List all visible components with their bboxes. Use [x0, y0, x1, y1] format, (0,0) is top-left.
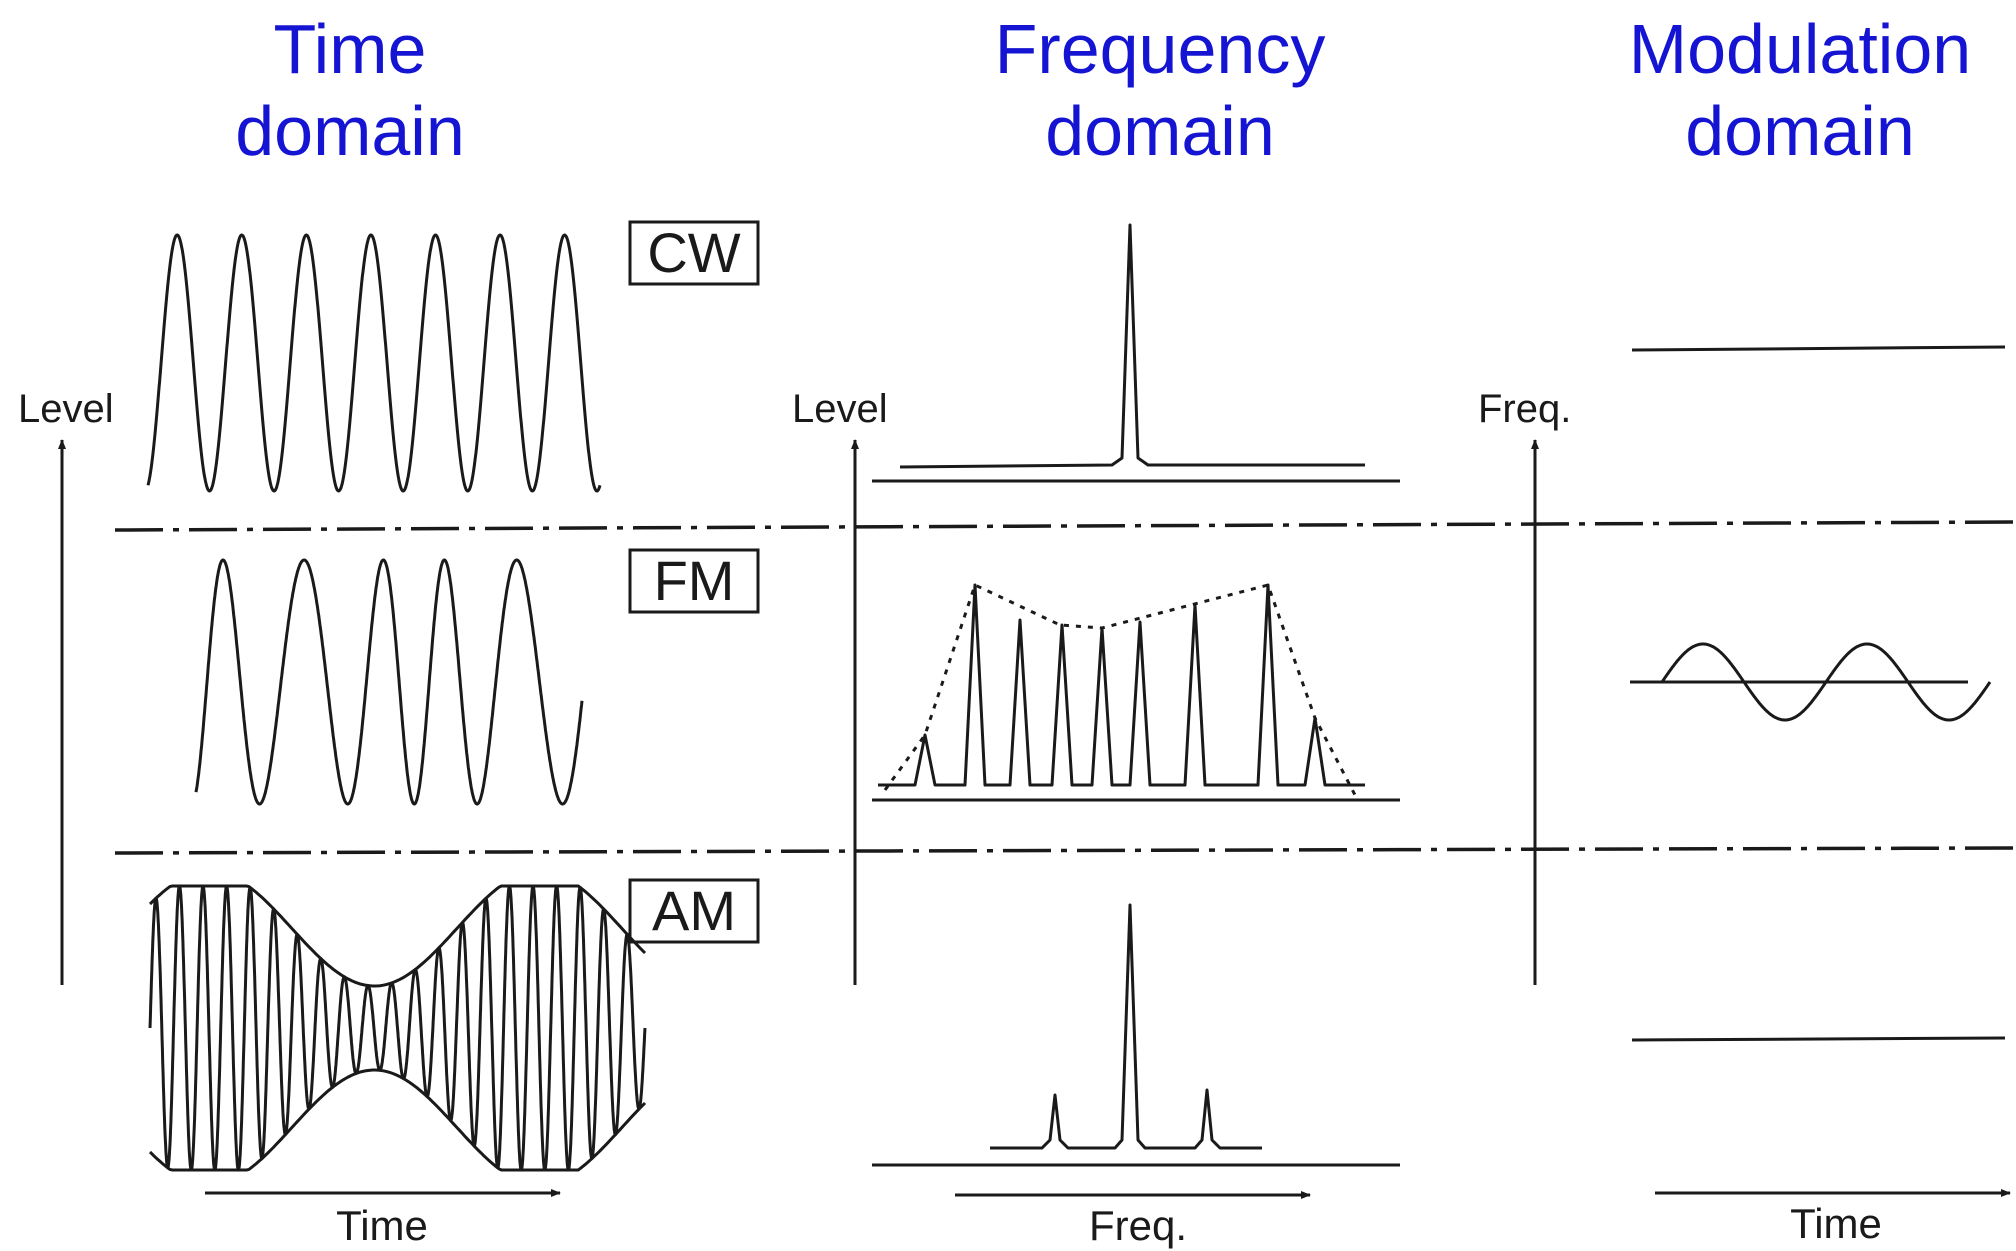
frequency-domain-level-label: Level	[792, 387, 888, 431]
modulation-cw-trace	[1631, 345, 2006, 352]
fm-spectrum	[878, 583, 1365, 787]
modulation-domain-time-label: Time	[1790, 1200, 1882, 1247]
cw-time-waveform	[146, 233, 602, 493]
modulation-fm-trace	[1660, 642, 1992, 722]
heading-modulation-domain-line2: domain	[1685, 92, 1915, 170]
am-envelope	[148, 884, 647, 1172]
modulation-domain-freq-label: Freq.	[1478, 387, 1571, 431]
heading-time-domain-line1: Time	[273, 10, 427, 88]
cw-spectrum	[899, 223, 1365, 469]
heading-time-domain: Time domain	[200, 8, 500, 172]
signal-label-fm: FM	[654, 549, 735, 612]
am-time-waveform	[148, 884, 647, 1172]
separator-fm-am	[114, 846, 2016, 855]
signal-label-cw: CW	[647, 221, 740, 284]
label-box-cw	[628, 220, 760, 286]
fm-spectrum-envelope	[883, 582, 1357, 796]
frequency-domain-freq-label: Freq.	[1089, 1202, 1187, 1249]
fm-time-waveform	[194, 558, 584, 806]
time-domain-time-label: Time	[336, 1202, 428, 1249]
heading-frequency-domain-line2: domain	[1045, 92, 1275, 170]
modulation-am-trace	[1631, 1036, 2006, 1042]
heading-modulation-domain: Modulation domain	[1590, 8, 2010, 172]
time-domain-level-label: Level	[18, 387, 114, 431]
signal-label-am: AM	[652, 879, 736, 942]
label-box-fm	[628, 548, 760, 614]
heading-modulation-domain-line1: Modulation	[1628, 10, 1972, 88]
heading-time-domain-line2: domain	[235, 92, 465, 170]
heading-frequency-domain-line1: Frequency	[994, 10, 1326, 88]
am-spectrum	[990, 903, 1262, 1150]
label-box-am	[628, 878, 760, 944]
heading-frequency-domain: Frequency domain	[950, 8, 1370, 172]
separator-cw-fm	[114, 520, 2016, 532]
